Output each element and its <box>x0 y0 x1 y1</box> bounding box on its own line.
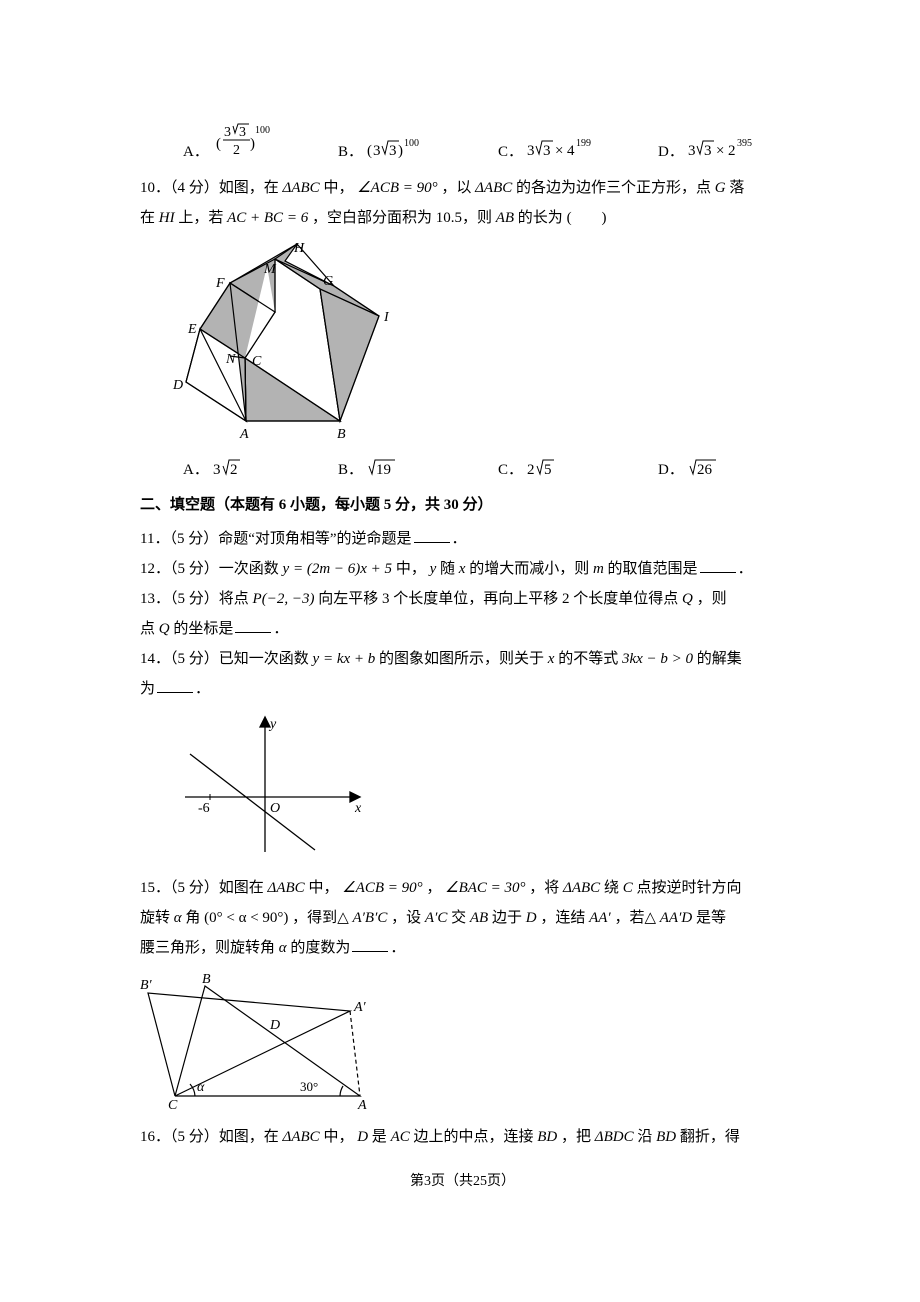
svg-text:B′: B′ <box>140 978 153 993</box>
math-sqrt-icon: ( 3 3 ) 100 <box>367 137 429 161</box>
q10-opt-d: D． 26 <box>658 457 728 479</box>
blank <box>235 617 271 633</box>
q12: 12．（5 分）一次函数 y = (2m − 6)x + 5 中， y 随 x … <box>140 554 785 584</box>
svg-text:4: 4 <box>567 143 575 159</box>
svg-text:E: E <box>187 322 197 337</box>
svg-text:2: 2 <box>728 143 736 159</box>
svg-text:I: I <box>383 310 390 325</box>
page-root: A． ( 3 3 2 ) 100 B． ( 3 3 ) 100 <box>0 0 920 1250</box>
svg-text:G: G <box>323 274 333 289</box>
math-sqrt-icon: 3 2 <box>213 457 253 479</box>
linear-graph-icon: y x O -6 <box>170 712 370 862</box>
q9-opt-a: A． ( 3 3 2 ) 100 <box>183 121 338 161</box>
q13-line1: 13．（5 分）将点 P(−2, −3) 向左平移 3 个长度单位，再向上平移 … <box>140 584 785 614</box>
q9-opt-d: D． 3 3 × 2 395 <box>658 137 763 161</box>
page-footer: 第3页（共25页） <box>140 1170 785 1190</box>
svg-text:): ) <box>398 143 403 159</box>
svg-text:B: B <box>337 427 346 442</box>
svg-text:O: O <box>270 801 280 816</box>
q16: 16．（5 分）如图，在 ΔABC 中， D 是 AC 边上的中点，连接 BD … <box>140 1122 785 1152</box>
svg-text:C: C <box>252 354 262 369</box>
svg-text:3: 3 <box>527 143 535 159</box>
rotation-figure-icon: B′ B A′ D C A α 30° <box>140 971 385 1111</box>
q15-figure: B′ B A′ D C A α 30° <box>140 971 785 1116</box>
math-sqrt-mult-icon: 3 3 × 4 199 <box>527 137 602 161</box>
q15-line3: 腰三角形，则旋转角 α 的度数为． <box>140 933 785 963</box>
svg-text:A′: A′ <box>353 1000 367 1015</box>
math-frac-icon: ( 3 3 2 ) 100 <box>213 121 271 161</box>
q10-opt-b: B． 19 <box>338 457 498 479</box>
blank <box>700 557 736 573</box>
q10-line2: 在 HI 上，若 AC + BC = 6 ，空白部分面积为 10.5，则 AB … <box>140 203 785 233</box>
svg-text:395: 395 <box>737 138 752 149</box>
q10-opt-a: A． 3 2 <box>183 457 338 479</box>
section2-title: 二、填空题（本题有 6 小题，每小题 5 分，共 30 分） <box>140 493 785 514</box>
q9-opt-c: C． 3 3 × 4 199 <box>498 137 658 161</box>
svg-text:30°: 30° <box>300 1079 318 1094</box>
svg-text:M: M <box>263 262 277 277</box>
q15-line1: 15．（5 分）如图在 ΔABC 中， ∠ACB = 90° ， ∠BAC = … <box>140 873 785 903</box>
svg-text:199: 199 <box>576 138 591 149</box>
svg-text:B: B <box>202 972 211 987</box>
q10-line1: 10．（4 分）如图，在 ΔABC 中， ∠ACB = 90° ，以 ΔABC … <box>140 173 785 203</box>
q9-options: A． ( 3 3 2 ) 100 B． ( 3 3 ) 100 <box>140 121 785 161</box>
svg-text:3: 3 <box>389 143 397 159</box>
svg-text:100: 100 <box>404 138 419 149</box>
svg-text:): ) <box>250 136 255 152</box>
blank <box>157 677 193 693</box>
svg-text:3: 3 <box>373 143 381 159</box>
q13-line2: 点 Q 的坐标是． <box>140 614 785 644</box>
svg-text:3: 3 <box>688 143 696 159</box>
svg-text:α: α <box>197 1080 205 1095</box>
svg-text:x: x <box>354 801 362 816</box>
svg-text:(: ( <box>367 143 372 159</box>
q10-options: A． 3 2 B． 19 C． 2 5 D． <box>140 457 785 479</box>
q9-opt-b: B． ( 3 3 ) 100 <box>338 137 498 161</box>
blank <box>414 527 450 543</box>
svg-text:26: 26 <box>697 462 713 478</box>
svg-text:5: 5 <box>544 462 552 478</box>
svg-text:3: 3 <box>213 462 221 478</box>
svg-text:2: 2 <box>233 143 240 158</box>
svg-text:D: D <box>269 1018 280 1033</box>
svg-text:3: 3 <box>704 143 712 159</box>
svg-text:D: D <box>172 378 183 393</box>
svg-text:y: y <box>268 717 277 732</box>
svg-text:3: 3 <box>239 125 246 140</box>
svg-text:N: N <box>225 352 236 367</box>
q10-opt-c: C． 2 5 <box>498 457 658 479</box>
svg-text:H: H <box>293 241 305 256</box>
svg-text:×: × <box>555 143 563 159</box>
math-sqrt-icon: 26 <box>688 457 728 479</box>
svg-text:2: 2 <box>527 462 535 478</box>
svg-text:A: A <box>239 427 249 442</box>
blank <box>352 936 388 952</box>
svg-text:100: 100 <box>255 125 270 136</box>
svg-text:2: 2 <box>230 462 238 478</box>
q14-line2: 为． <box>140 674 785 704</box>
svg-text:19: 19 <box>376 462 391 478</box>
svg-text:×: × <box>716 143 724 159</box>
geometry-figure-icon: H M G F I E N C D A B <box>170 241 410 446</box>
math-sqrt-icon: 2 5 <box>527 457 567 479</box>
svg-text:(: ( <box>216 136 221 152</box>
svg-text:3: 3 <box>224 125 231 140</box>
q14-figure: y x O -6 <box>170 712 785 867</box>
math-sqrt-mult-icon: 3 3 × 2 395 <box>688 137 763 161</box>
math-sqrt-icon: 19 <box>367 457 407 479</box>
q14-line1: 14．（5 分）已知一次函数 y = kx + b 的图象如图所示，则关于 x … <box>140 644 785 674</box>
svg-text:3: 3 <box>543 143 551 159</box>
q15-line2: 旋转 α 角 (0° < α < 90°) ，得到△ A′B′C ，设 A′C … <box>140 903 785 933</box>
svg-text:A: A <box>357 1098 367 1111</box>
svg-text:F: F <box>215 276 225 291</box>
q11: 11．（5 分）命题“对顶角相等”的逆命题是． <box>140 524 785 554</box>
svg-text:-6: -6 <box>198 801 210 816</box>
svg-text:C: C <box>168 1098 178 1111</box>
q10-figure: H M G F I E N C D A B <box>170 241 785 451</box>
